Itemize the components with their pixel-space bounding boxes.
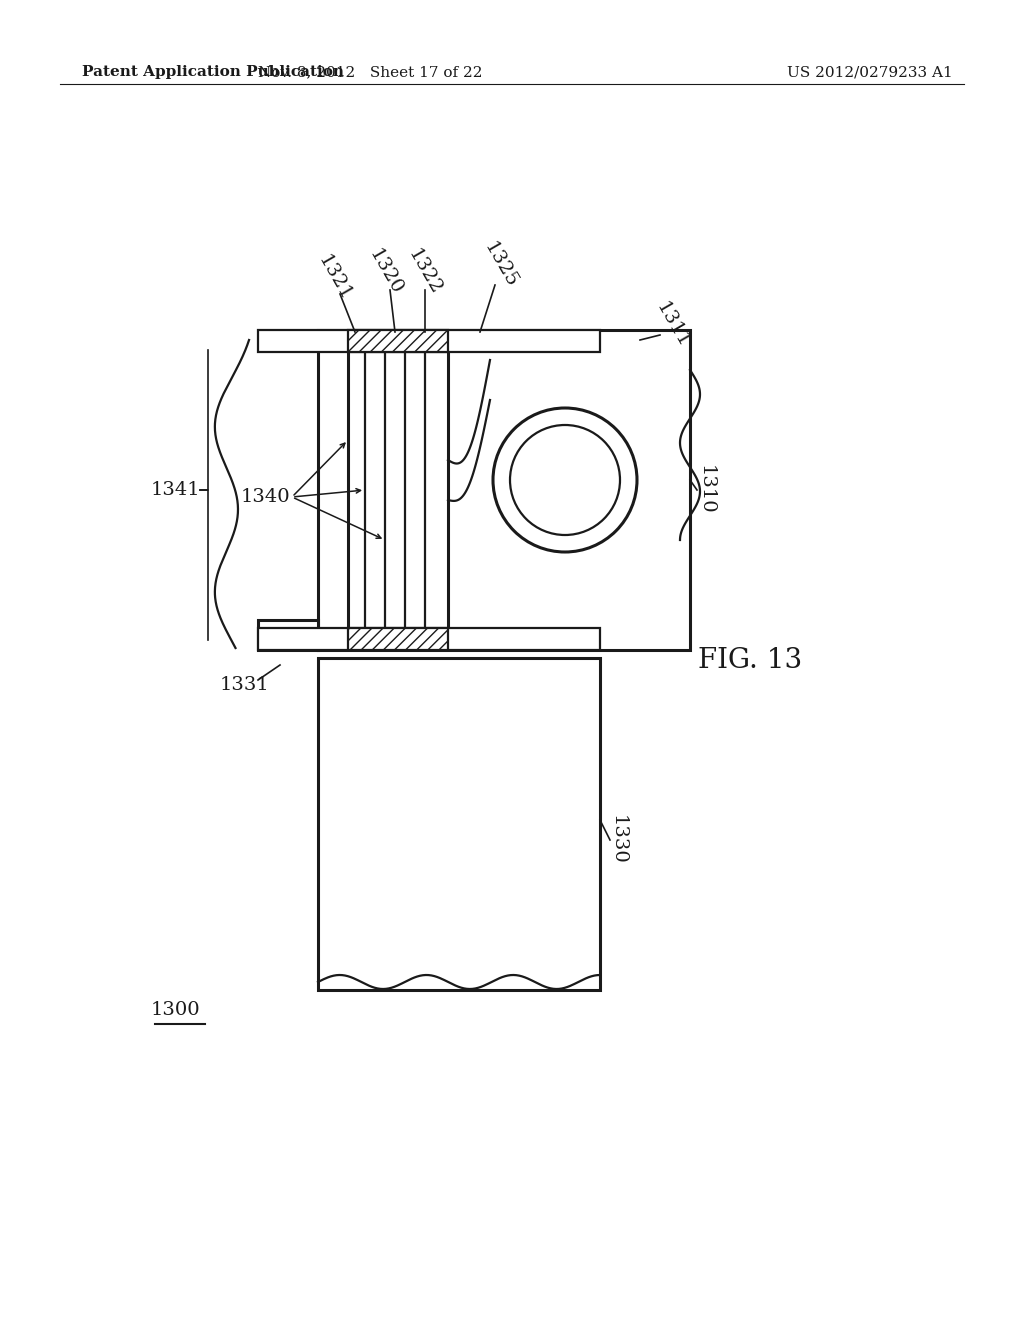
Text: 1325: 1325 <box>480 239 520 290</box>
Text: 1331: 1331 <box>220 676 270 694</box>
Text: Nov. 8, 2012   Sheet 17 of 22: Nov. 8, 2012 Sheet 17 of 22 <box>258 65 482 79</box>
Bar <box>318 657 600 990</box>
Text: US 2012/0279233 A1: US 2012/0279233 A1 <box>787 65 953 79</box>
Text: 1320: 1320 <box>365 246 406 298</box>
Bar <box>258 628 600 649</box>
Text: 1300: 1300 <box>151 1001 200 1019</box>
Bar <box>318 330 690 649</box>
Text: 1330: 1330 <box>609 816 627 865</box>
Text: FIG. 13: FIG. 13 <box>698 647 802 673</box>
Bar <box>348 330 449 352</box>
Text: 1322: 1322 <box>403 246 444 298</box>
Text: 1341: 1341 <box>151 480 200 499</box>
Text: 1311: 1311 <box>652 300 692 351</box>
Bar <box>258 620 318 649</box>
Text: 1340: 1340 <box>241 488 290 506</box>
Text: Patent Application Publication: Patent Application Publication <box>82 65 344 79</box>
Text: 1321: 1321 <box>313 252 354 304</box>
Text: 1310: 1310 <box>697 465 715 515</box>
Bar <box>258 330 600 352</box>
Bar <box>348 628 449 649</box>
